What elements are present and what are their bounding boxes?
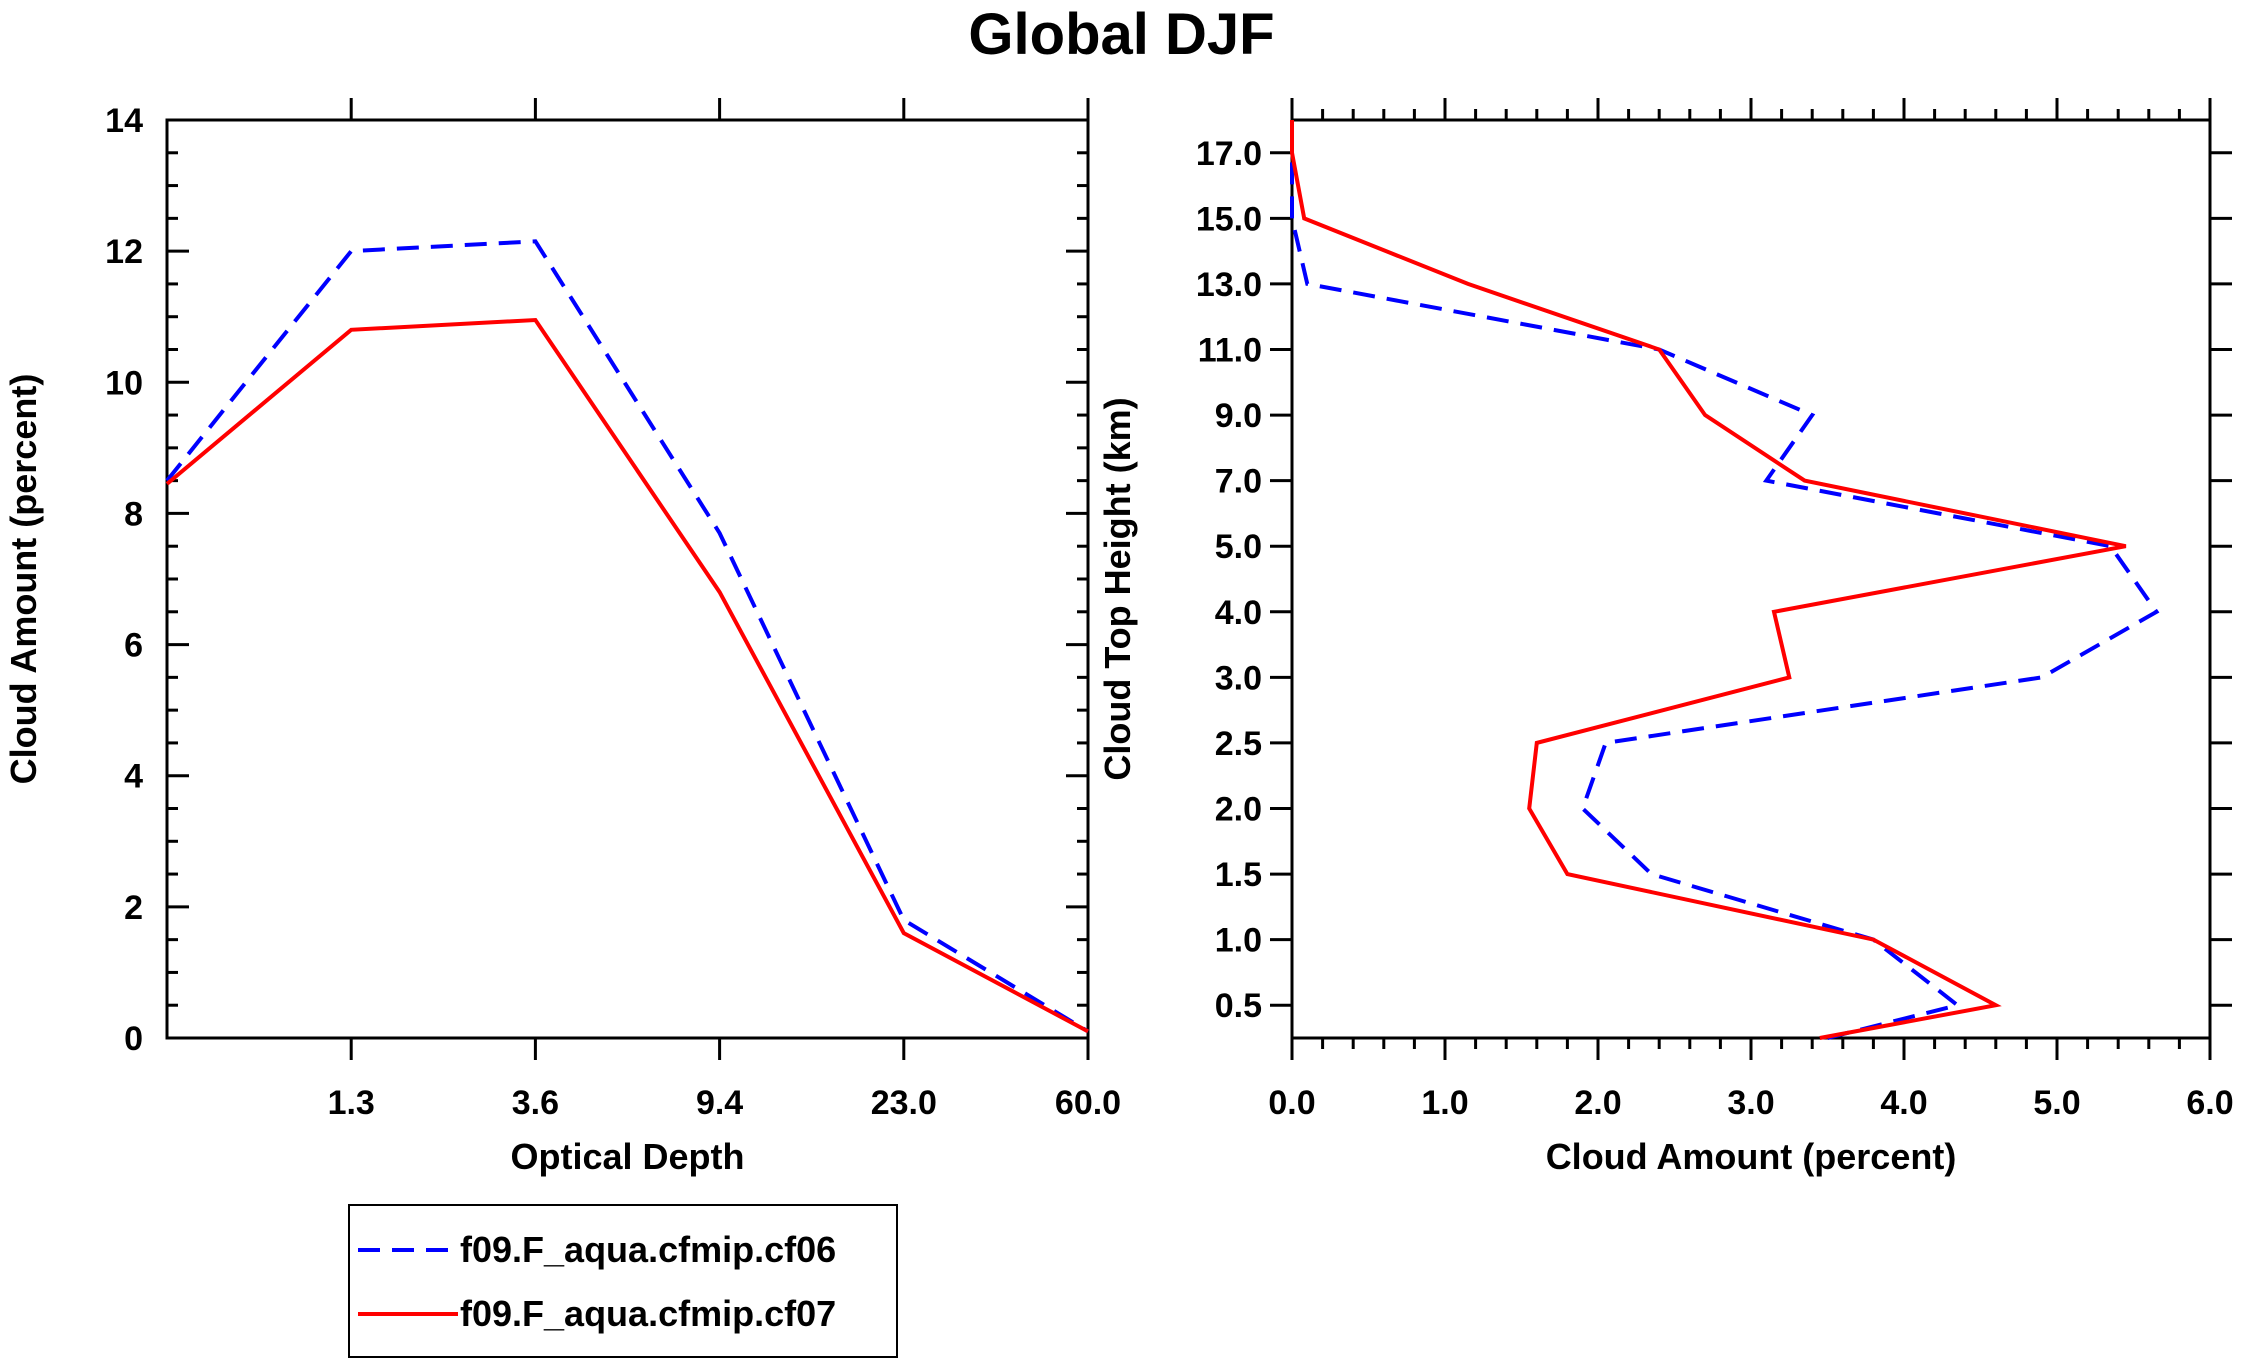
x-axis-title: Cloud Amount (percent)	[1546, 1136, 1957, 1177]
y-tick-label: 3.0	[1215, 659, 1262, 697]
x-tick-label: 0.0	[1268, 1084, 1315, 1122]
y-axis-title: Cloud Amount (percent)	[3, 374, 44, 785]
x-tick-label: 3.6	[512, 1084, 559, 1122]
y-tick-label: 0	[124, 1020, 143, 1058]
y-tick-label: 0.5	[1215, 987, 1262, 1025]
y-tick-label: 11.0	[1198, 332, 1262, 370]
y-tick-label: 6	[124, 627, 143, 665]
y-tick-label: 2.0	[1215, 791, 1262, 829]
x-tick-label: 5.0	[2033, 1084, 2080, 1122]
x-tick-label: 2.0	[1574, 1084, 1621, 1122]
y-tick-label: 5.0	[1215, 528, 1262, 566]
y-tick-label: 10	[105, 364, 143, 402]
y-tick-label: 12	[105, 233, 143, 271]
legend-label: f09.F_aqua.cfmip.cf06	[460, 1229, 836, 1270]
y-tick-label: 7.0	[1215, 463, 1262, 501]
y-tick-label: 2	[124, 889, 143, 927]
left-chart: 0 2 4 6 8 10 12 14 1.3 3.6 9.4 23.0 60.0 Optical Dept…	[3, 98, 1121, 1177]
x-tick-label: 4.0	[1880, 1084, 1927, 1122]
y-axis-title: Cloud Top Height (km)	[1097, 397, 1138, 780]
y-tick-label: 2.5	[1215, 725, 1262, 763]
y-tick-label: 9.0	[1215, 397, 1262, 435]
x-axis-title: Optical Depth	[510, 1136, 744, 1177]
y-tick-label: 4.0	[1215, 594, 1262, 632]
series-line-f09-F-aqua-cfmip-cf06	[1290, 120, 2160, 1040]
y-tick-label: 14	[105, 102, 143, 140]
legend: f09.F_aqua.cfmip.cf06 f09.F_aqua.cfmip.cf…	[348, 1204, 898, 1358]
x-tick-label: 6.0	[2186, 1084, 2233, 1122]
y-tick-label: 1.5	[1215, 856, 1262, 894]
right-chart: 0.0 1.0 2.0 3.0 4.0 5.0 6.0 0.5 1.0 1.5 2.0 2.5 3.0 4…	[1097, 98, 2234, 1177]
x-tick-label: 9.4	[696, 1084, 743, 1122]
y-tick-label: 13.0	[1196, 266, 1262, 304]
y-tick-label: 15.0	[1196, 200, 1262, 238]
y-tick-label: 4	[124, 758, 143, 796]
y-tick-label: 1.0	[1215, 922, 1262, 960]
series-line-f09-F-aqua-cfmip-cf07	[165, 317, 1089, 1034]
x-tick-label: 23.0	[871, 1084, 937, 1122]
left-plot-frame	[165, 118, 1090, 1040]
series-line-f09-F-aqua-cfmip-cf06	[165, 239, 1090, 1034]
page-title: Global DJF	[968, 2, 1275, 67]
x-tick-label: 1.0	[1421, 1084, 1468, 1122]
x-tick-label: 3.0	[1727, 1084, 1774, 1122]
y-tick-label: 8	[124, 495, 143, 533]
series-line-f09-F-aqua-cfmip-cf07	[1290, 120, 2127, 1040]
y-tick-label: 17.0	[1196, 135, 1262, 173]
right-plot-frame	[1290, 118, 2212, 1040]
legend-box	[348, 1204, 898, 1358]
legend-label: f09.F_aqua.cfmip.cf07	[460, 1293, 836, 1334]
x-tick-label: 1.3	[328, 1084, 375, 1122]
x-tick-label: 60.0	[1055, 1084, 1121, 1122]
